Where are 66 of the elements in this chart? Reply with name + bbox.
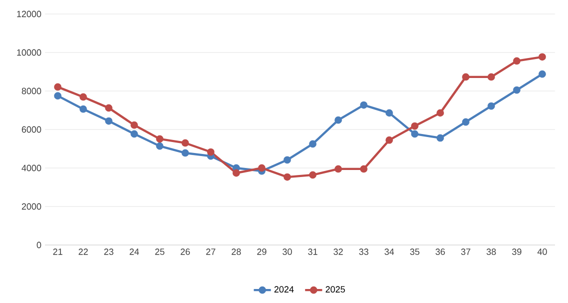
point — [207, 148, 214, 156]
x-tick-label: 28 — [232, 248, 241, 255]
point — [386, 109, 393, 117]
point — [54, 92, 62, 100]
point — [538, 70, 546, 78]
point — [538, 53, 546, 61]
point — [284, 173, 291, 181]
y-tick-label: 10000 — [17, 49, 42, 56]
x-tick-label: 23 — [104, 248, 114, 255]
point — [80, 93, 87, 101]
x-tick-label: 25 — [155, 248, 164, 255]
x-tick-label: 26 — [180, 248, 190, 255]
x-tick-label: 32 — [334, 248, 343, 255]
point — [156, 135, 164, 143]
x-tick-label: 33 — [359, 248, 368, 255]
y-tick-label: 4000 — [22, 164, 42, 172]
point — [334, 116, 342, 124]
point — [105, 104, 112, 112]
point — [309, 140, 316, 148]
x-tick-label: 24 — [130, 248, 139, 255]
point — [488, 102, 495, 110]
point — [462, 118, 470, 126]
x-tick-label: 34 — [384, 248, 394, 255]
point — [105, 117, 112, 125]
point — [488, 73, 495, 81]
point — [232, 169, 240, 177]
x-tick-label: 29 — [257, 248, 266, 255]
y-tick-label: 8000 — [22, 88, 42, 94]
x-tick-label: 37 — [461, 248, 470, 255]
point — [130, 130, 138, 138]
x-tick-label: 27 — [206, 248, 216, 255]
point — [309, 171, 316, 179]
point — [284, 156, 291, 164]
x-tick-label: 38 — [486, 248, 496, 255]
x-tick-label: 30 — [282, 248, 292, 255]
x-tick-label: 31 — [308, 248, 318, 255]
y-tick-label: 6000 — [22, 126, 42, 133]
point — [436, 134, 444, 142]
point — [411, 130, 418, 138]
y-tick-label: 0 — [36, 242, 42, 248]
x-tick-label: 36 — [436, 248, 445, 255]
point — [54, 83, 62, 91]
x-tick-label: 35 — [410, 248, 420, 255]
point — [411, 122, 418, 130]
x-tick-label: 40 — [537, 248, 547, 255]
point — [386, 136, 393, 144]
point — [334, 165, 342, 173]
legend-label: 2025 — [326, 286, 345, 293]
point — [360, 101, 368, 109]
y-tick-label: 12000 — [17, 10, 42, 18]
x-tick-label: 22 — [78, 248, 88, 255]
point — [182, 149, 189, 157]
point — [182, 139, 189, 147]
point — [130, 121, 138, 129]
x-tick-label: 39 — [512, 248, 522, 255]
point — [513, 86, 520, 94]
point — [156, 142, 164, 150]
point — [436, 109, 444, 117]
point — [258, 164, 266, 172]
point — [462, 73, 470, 81]
y-tick-label: 2000 — [22, 203, 42, 210]
point — [80, 105, 87, 113]
point — [360, 165, 368, 173]
legend-label: 2024 — [274, 286, 294, 293]
x-tick-label: 21 — [53, 248, 62, 255]
point — [513, 57, 520, 65]
